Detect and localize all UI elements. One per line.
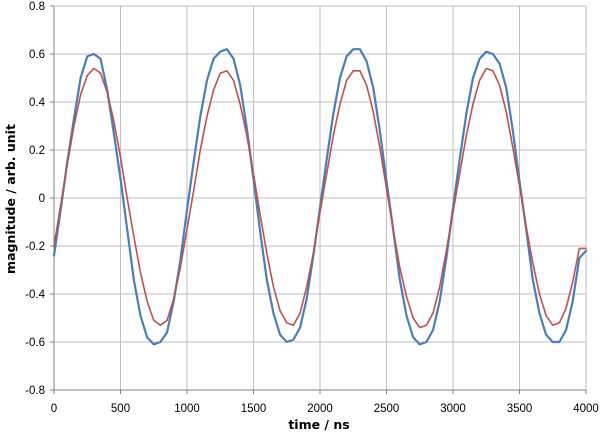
y-tick-label: -0.6 [25, 337, 45, 349]
x-tick-label: 1000 [174, 403, 200, 415]
series-lines [52, 48, 588, 346]
x-tick-label: 2000 [307, 403, 333, 415]
y-tick-label: -0.2 [25, 241, 45, 253]
y-tick-label: -0.8 [25, 385, 45, 397]
series-line-fit [53, 67, 587, 329]
series-line-measured [52, 48, 588, 346]
x-tick-label: 4000 [573, 403, 599, 415]
y-axis-title: magnitude / arb. unit [3, 124, 18, 274]
y-tick-label: -0.4 [25, 289, 45, 301]
y-tick-label: 0.2 [29, 145, 45, 157]
x-tick-label: 2500 [374, 403, 400, 415]
x-tick-label: 1500 [241, 403, 267, 415]
y-tick-label: 0 [39, 193, 45, 205]
x-tick-label: 0 [51, 403, 57, 415]
x-tick-label: 500 [111, 403, 130, 415]
x-tick-label: 3000 [440, 403, 466, 415]
x-tick-label: 3500 [507, 403, 533, 415]
gridlines [53, 5, 587, 391]
x-tick-labels: 0 500 1000 1500 2000 2500 3000 3500 4000 [51, 403, 599, 415]
y-tick-label: 0.6 [29, 49, 45, 61]
y-tick-label: 0.8 [29, 1, 45, 13]
y-tick-labels: -0.8 -0.6 -0.4 -0.2 0 0.2 0.4 0.6 0.8 [25, 1, 45, 397]
y-tick-label: 0.4 [29, 97, 46, 109]
x-axis-title: time / ns [288, 417, 349, 432]
axes [50, 5, 587, 394]
